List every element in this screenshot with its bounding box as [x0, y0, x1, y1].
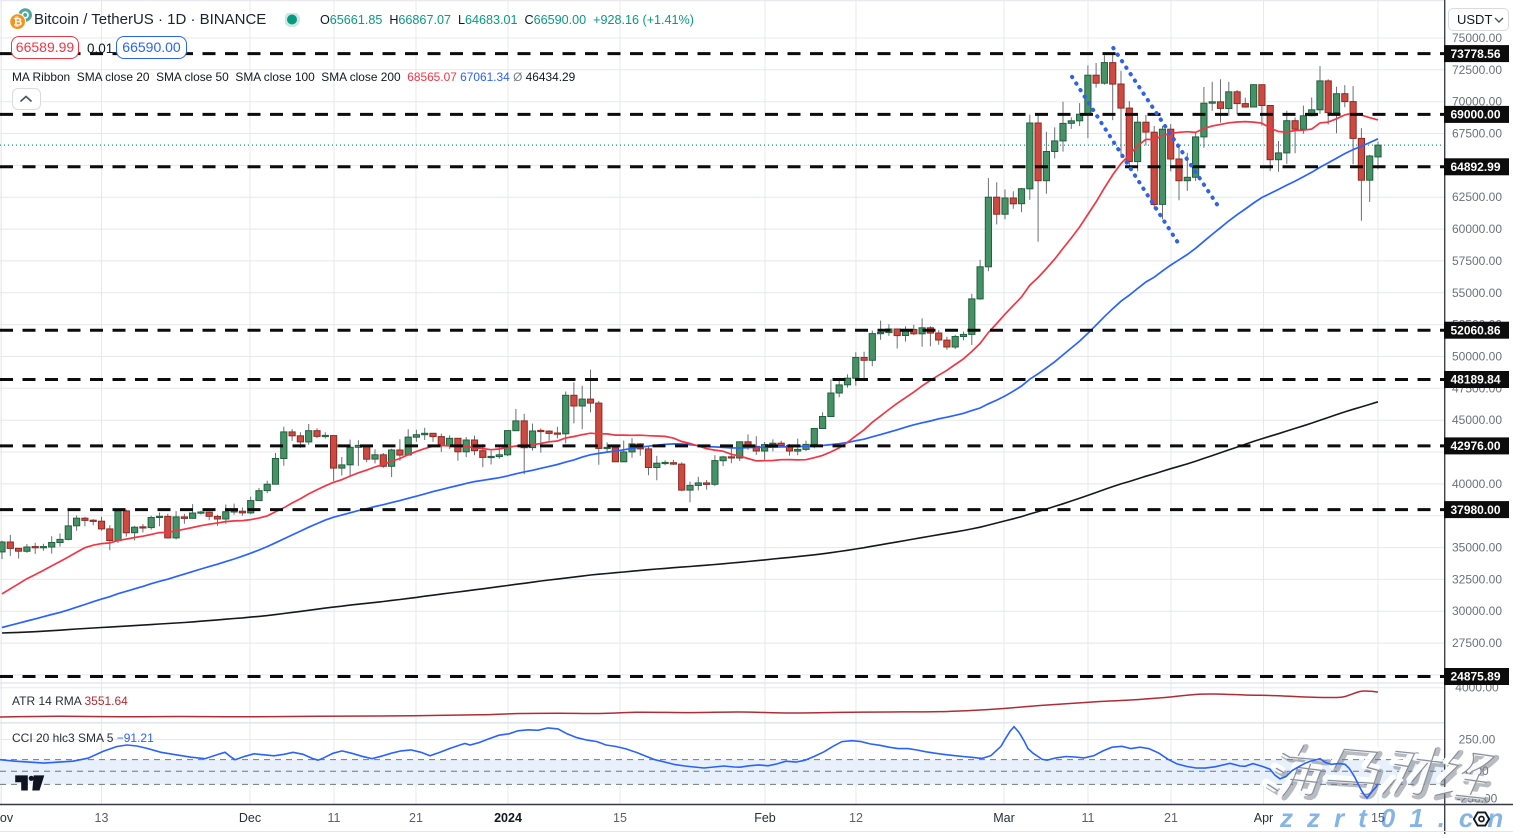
- svg-text:67500.00: 67500.00: [1452, 127, 1502, 141]
- svg-text:69000.00: 69000.00: [1450, 108, 1500, 122]
- svg-text:50000.00: 50000.00: [1452, 350, 1502, 364]
- svg-text:48189.84: 48189.84: [1450, 373, 1500, 387]
- svg-text:CCI 20 hlc3 SMA 5 −91.21: CCI 20 hlc3 SMA 5 −91.21: [12, 731, 154, 745]
- svg-text:57500.00: 57500.00: [1452, 254, 1502, 268]
- svg-text:15: 15: [613, 811, 627, 825]
- svg-text:40000.00: 40000.00: [1452, 477, 1502, 491]
- svg-text:ATR 14 RMA 3551.64: ATR 14 RMA 3551.64: [12, 694, 128, 708]
- svg-text:Dec: Dec: [239, 811, 261, 825]
- svg-text:13: 13: [95, 811, 109, 825]
- svg-text:11: 11: [1082, 811, 1095, 825]
- svg-text:55000.00: 55000.00: [1452, 286, 1502, 300]
- svg-text:zzrt01.cn: zzrt01.cn: [1279, 803, 1513, 833]
- svg-text:70000.00: 70000.00: [1452, 95, 1502, 109]
- svg-text:37980.00: 37980.00: [1450, 503, 1500, 517]
- svg-text:72500.00: 72500.00: [1452, 63, 1502, 77]
- svg-text:30000.00: 30000.00: [1452, 604, 1502, 618]
- svg-text:73778.56: 73778.56: [1450, 47, 1500, 61]
- svg-text:11: 11: [328, 811, 341, 825]
- svg-text:35000.00: 35000.00: [1452, 541, 1502, 555]
- svg-text:250.00: 250.00: [1459, 733, 1496, 747]
- svg-text:15: 15: [1371, 811, 1385, 825]
- svg-text:Apr: Apr: [1254, 811, 1273, 825]
- svg-text:45000.00: 45000.00: [1452, 413, 1502, 427]
- svg-text:27500.00: 27500.00: [1452, 636, 1502, 650]
- svg-text:21: 21: [1164, 811, 1178, 825]
- svg-text:24875.89: 24875.89: [1450, 670, 1500, 684]
- svg-text:42976.00: 42976.00: [1450, 439, 1500, 453]
- svg-text:64892.99: 64892.99: [1450, 160, 1500, 174]
- svg-text:52060.86: 52060.86: [1450, 323, 1500, 337]
- svg-text:75000.00: 75000.00: [1452, 31, 1502, 45]
- svg-text:Mar: Mar: [993, 811, 1015, 825]
- svg-text:2024: 2024: [494, 811, 522, 825]
- svg-text:60000.00: 60000.00: [1452, 222, 1502, 236]
- svg-text:Nov: Nov: [0, 811, 14, 825]
- svg-text:12: 12: [849, 811, 863, 825]
- svg-text:Feb: Feb: [754, 811, 776, 825]
- svg-text:21: 21: [409, 811, 423, 825]
- svg-text:₿: ₿: [13, 17, 22, 29]
- svg-text:62500.00: 62500.00: [1452, 190, 1502, 204]
- svg-text:32500.00: 32500.00: [1452, 572, 1502, 586]
